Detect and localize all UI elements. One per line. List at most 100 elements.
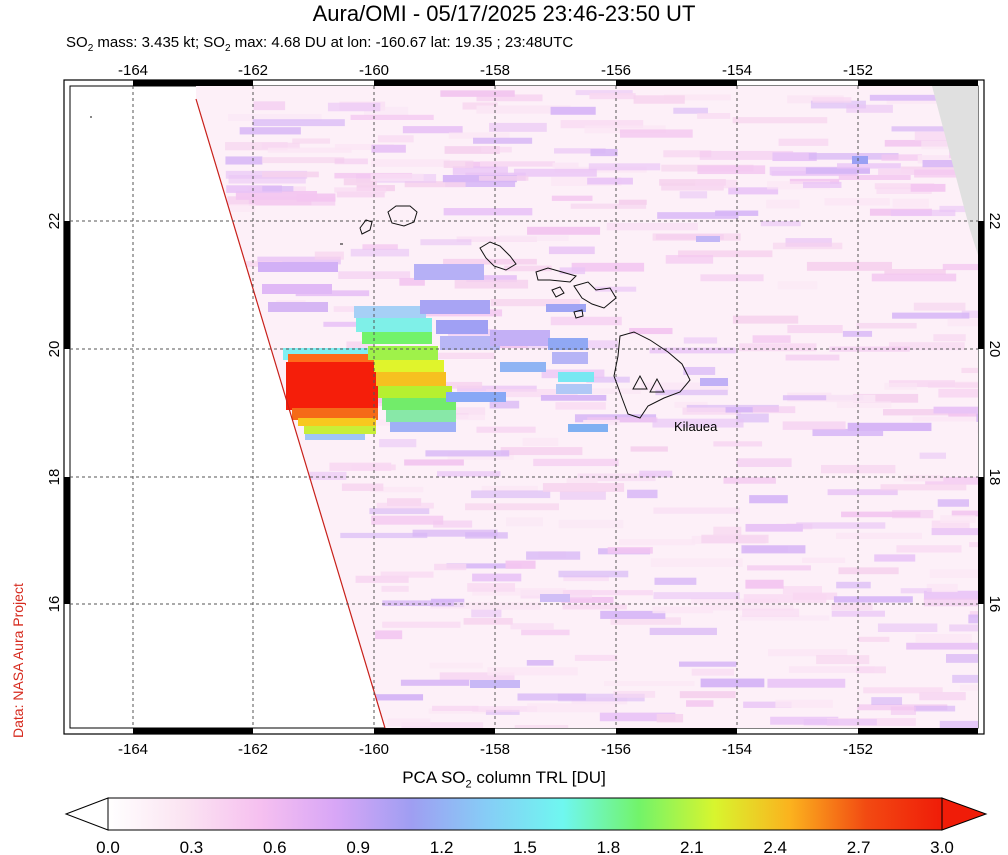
swath-pixel (476, 94, 543, 102)
swath-pixel (782, 395, 864, 401)
swath-pixel (913, 302, 966, 311)
swath-pixel (446, 563, 522, 569)
swath-pixel (521, 629, 570, 636)
bottom-tick-band (133, 728, 253, 734)
swath-pixel (513, 168, 597, 177)
swath-pixel (618, 199, 647, 205)
swath-pixel (910, 183, 946, 192)
swath-pixel (252, 119, 345, 127)
swath-pixel (334, 158, 368, 165)
swath-pixel (583, 419, 620, 426)
swath-pixel (540, 594, 570, 602)
swath-pixel (558, 570, 629, 578)
swath-pixel (892, 198, 929, 208)
colorbar-tick-label: 3.0 (930, 838, 954, 855)
swath-pixel (429, 662, 483, 669)
swath-pixel (476, 105, 571, 114)
swath-pixel (743, 701, 792, 708)
swath-pixel (841, 511, 921, 518)
bottom-tick-band (616, 728, 737, 734)
swath-pixel (551, 195, 593, 201)
swath-pixel (745, 523, 803, 532)
swath-pixel (430, 602, 480, 609)
swath-pixel (679, 691, 736, 699)
swath-pixel (428, 708, 512, 714)
swath-pixel (432, 705, 479, 711)
lat-label-left: 20 (46, 341, 63, 358)
swath-pixel (336, 191, 385, 198)
island-kahoolawe (573, 309, 584, 319)
swath-pixel (558, 519, 624, 529)
swath-pixel (334, 187, 387, 193)
island-lanai (551, 286, 565, 298)
swath-pixel (400, 679, 470, 686)
swath-pixel (377, 135, 414, 143)
swath-pixel (599, 712, 676, 722)
lat-labels-left: 22 20 18 16 (46, 213, 63, 613)
colorbar: 0.0 0.3 0.6 0.9 1.2 1.5 1.8 2.1 2.4 2.7 3.0 (64, 797, 988, 855)
lat-label-right: 22 (986, 213, 1003, 230)
lon-label-top: -156 (601, 62, 631, 79)
lon-labels-bottom: -164 -162 -160 -158 -156 -154 -152 (118, 741, 873, 758)
lon-label-bottom: -160 (359, 741, 389, 758)
swath-pixel (847, 422, 932, 432)
swath-pixel (785, 238, 832, 247)
swath-pixel (665, 255, 714, 264)
swath-pixel (639, 470, 673, 478)
swath-pixel (886, 98, 947, 104)
swath-pixel (931, 520, 970, 529)
swath-pixel (334, 144, 394, 151)
swath-pixel (884, 268, 946, 275)
swath-pixel (725, 407, 753, 413)
swath-pixel (437, 471, 501, 477)
volcano-label: Kilauea (674, 419, 718, 434)
swath-pixel (550, 106, 596, 115)
swath-pixel (812, 428, 884, 437)
swath-pixel (663, 94, 731, 101)
swath-pixel (939, 205, 978, 213)
swath-pixel (368, 346, 438, 360)
swath-pixel (552, 162, 579, 168)
swath-pixel (869, 94, 961, 101)
swath-pixel (382, 398, 456, 410)
swath-pixel (467, 583, 516, 592)
swath-pixel (700, 378, 728, 386)
swath-pixel (514, 724, 569, 728)
swath-pixel (386, 498, 422, 506)
swath-pixel (767, 649, 848, 657)
swath-pixel (542, 483, 625, 492)
swath-pixel (267, 147, 352, 153)
swath-pixel (471, 609, 502, 618)
swath-pixel (674, 401, 708, 408)
swath-pixel (663, 150, 712, 158)
swath-pixel (690, 598, 779, 605)
swath-pixel (443, 160, 474, 169)
swath-pixel (977, 425, 978, 434)
swath-pixel (228, 113, 322, 121)
swath-pixel (554, 148, 606, 154)
swath-pixel (412, 529, 498, 537)
swath-pixel (883, 409, 968, 416)
swath-pixel (743, 594, 827, 603)
swath-pixel (473, 137, 533, 144)
swath-pixel (548, 246, 595, 255)
swath-pixel (888, 380, 956, 388)
triangle-icon (649, 377, 665, 393)
swath-pixel (959, 684, 978, 691)
swath-pixel (713, 441, 763, 447)
swath-pixel (522, 437, 559, 447)
swath-pixel (370, 486, 424, 493)
swath-pixel (499, 235, 569, 241)
swath-pixel (678, 250, 773, 258)
bottom-tick-band (858, 728, 978, 734)
swath-pixel (752, 335, 791, 343)
swath-pixel (471, 490, 551, 499)
swath-pixel (472, 602, 541, 610)
swath-pixel (533, 458, 619, 467)
swath-pixel (292, 408, 378, 420)
swath-pixel (402, 126, 463, 134)
island-oahu (479, 241, 517, 271)
swath-pixel (466, 275, 517, 283)
lon-label-bottom: -164 (118, 741, 148, 758)
swath-pixel (969, 611, 978, 618)
